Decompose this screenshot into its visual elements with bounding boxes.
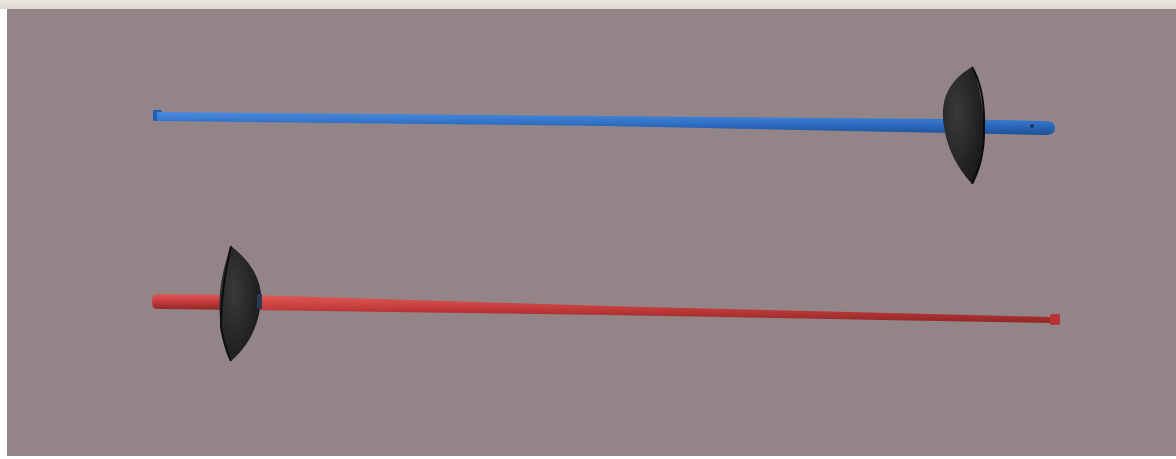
blue-epee-guard [942,67,985,184]
window-top-strip [0,0,1176,9]
red-epee-blade [252,295,1052,323]
blue-epee-blade [157,112,1055,135]
red-epee[interactable] [152,245,1060,362]
red-epee-guard [219,246,262,361]
3d-viewport[interactable] [7,9,1176,456]
scene-canvas [152,66,1060,362]
red-epee-guard-connector [257,294,262,309]
red-epee-tip [1050,314,1060,325]
red-epee-guard-rim [219,245,232,362]
blue-epee-guard-rim [971,66,986,185]
blue-epee-pommel-hole [1030,124,1034,128]
blue-epee[interactable] [153,66,1055,185]
